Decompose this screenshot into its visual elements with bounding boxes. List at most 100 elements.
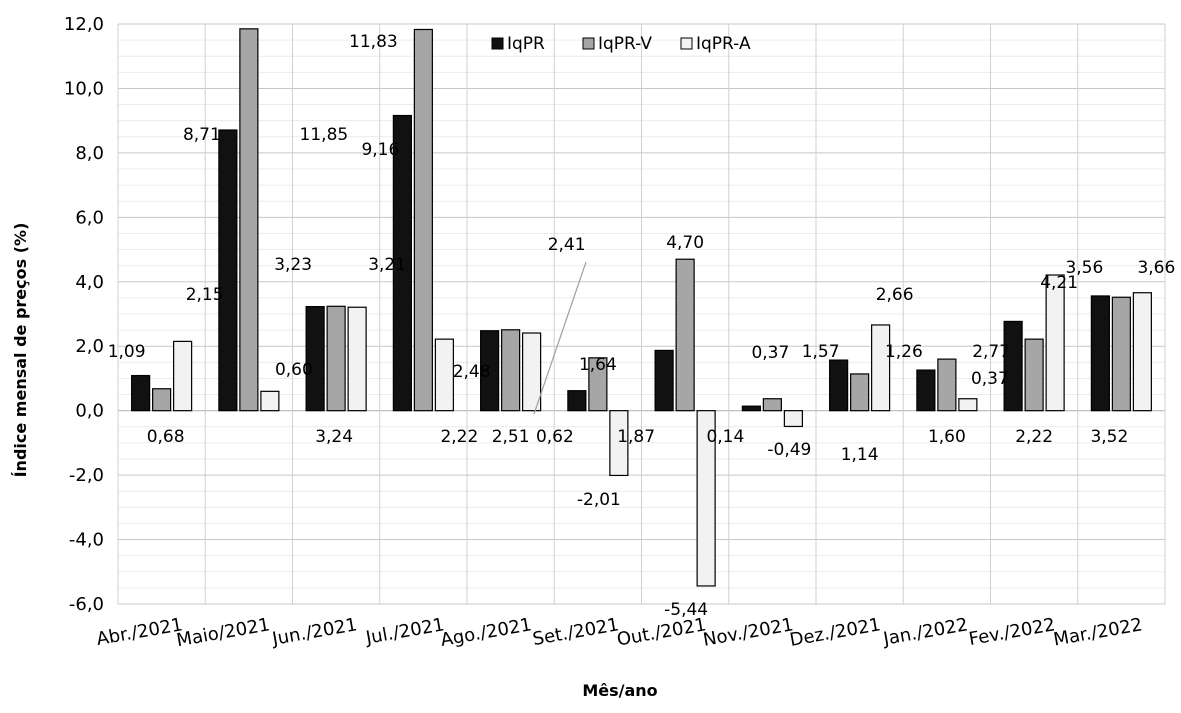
data-label-iqpr-a: 2,41 — [548, 235, 586, 255]
bar-iqpr — [218, 129, 238, 412]
data-label-iqpr: 1,87 — [617, 427, 655, 447]
legend-label-iqpr-a: IqPR-A — [696, 34, 751, 54]
bar-iqpr-v — [762, 398, 782, 412]
y-tick-label: 4,0 — [75, 272, 104, 293]
data-labels: 1,09 0,68 2,15 8,71 11,85 0,60 3,23 3,24 3,21 9,1… — [108, 32, 1176, 620]
bar-iqpr-a — [173, 340, 193, 412]
bar-iqpr-v — [588, 357, 608, 412]
bar-iqpr — [654, 349, 674, 412]
bar-iqpr-a — [522, 332, 542, 412]
y-tick-label: 6,0 — [75, 207, 104, 228]
bar-iqpr-v — [1024, 338, 1044, 412]
data-label-iqpr-v: 1,14 — [841, 445, 879, 465]
data-label-iqpr-v: 11,83 — [349, 32, 398, 52]
y-tick-label: 2,0 — [75, 336, 104, 357]
data-label-iqpr-a: 0,37 — [971, 369, 1009, 389]
data-label-iqpr: 1,26 — [885, 342, 923, 362]
data-label-iqpr: 2,77 — [972, 342, 1010, 362]
bar-iqpr-a — [1132, 292, 1152, 412]
data-label-iqpr-a: 2,66 — [876, 285, 914, 305]
bars — [131, 28, 1152, 587]
y-tick-label: 12,0 — [64, 14, 104, 35]
y-tick-label: -4,0 — [69, 530, 104, 551]
legend-swatch-iqpr-v — [582, 37, 595, 50]
x-tick-label: Dez./2021 — [788, 614, 882, 651]
legend-label-iqpr-v: IqPR-V — [598, 34, 652, 54]
data-label-iqpr-v: 1,60 — [928, 427, 966, 447]
bar-iqpr-a — [958, 398, 978, 412]
category-separators — [117, 24, 1166, 604]
bar-iqpr — [1003, 320, 1023, 412]
bar-iqpr-a — [1045, 274, 1065, 412]
data-label-iqpr-v: 1,64 — [579, 355, 617, 375]
data-label-iqpr: 8,71 — [183, 125, 221, 145]
bar-iqpr-v — [1111, 296, 1131, 412]
bar-iqpr-v — [937, 358, 957, 412]
data-label-iqpr-a: 2,15 — [186, 285, 224, 305]
data-label-iqpr: 3,23 — [274, 255, 312, 275]
legend-swatch-iqpr-a — [680, 37, 693, 50]
data-label-iqpr: 3,56 — [1065, 258, 1103, 278]
bar-iqpr — [480, 330, 500, 412]
bar-iqpr — [1090, 295, 1110, 412]
y-axis-ticks: -6,0 -4,0 -2,0 0,0 2,0 4,0 6,0 8,0 10,0 12,0 — [64, 14, 104, 615]
data-label-iqpr-a: -0,49 — [767, 440, 811, 460]
bar-iqpr-v — [850, 373, 870, 412]
data-label-iqpr-v: 11,85 — [300, 125, 349, 145]
bar-iqpr-a — [871, 324, 891, 412]
data-label-iqpr-v: 0,37 — [751, 343, 789, 363]
bar-iqpr-v — [675, 258, 695, 412]
x-tick-label: Jun./2021 — [270, 614, 359, 650]
x-tick-label: Jul./2021 — [363, 614, 446, 649]
data-label-iqpr-a: -5,44 — [664, 600, 708, 620]
bar-iqpr — [741, 405, 761, 412]
bar-iqpr-a — [696, 410, 716, 587]
y-tick-label: 0,0 — [75, 401, 104, 422]
bar-iqpr-v — [239, 28, 259, 412]
legend: IqPR IqPR-V IqPR-A — [491, 34, 751, 54]
leader-line — [533, 261, 587, 415]
y-tick-label: 10,0 — [64, 78, 104, 99]
bar-iqpr-a — [347, 306, 367, 412]
bar-iqpr — [392, 114, 412, 412]
y-tick-label: -2,0 — [69, 465, 104, 486]
bar-iqpr-a — [260, 390, 280, 412]
x-tick-label: Ago./2021 — [439, 614, 533, 651]
data-label-iqpr-v: 4,70 — [666, 233, 704, 253]
bar-iqpr-a — [609, 410, 629, 477]
data-label-iqpr-v: 0,68 — [147, 427, 185, 447]
data-label-iqpr: 2,48 — [453, 362, 491, 382]
data-label-iqpr-v: 3,52 — [1090, 427, 1128, 447]
bar-iqpr-v — [326, 305, 346, 412]
bar-iqpr-v — [413, 28, 433, 412]
data-label-iqpr: 9,16 — [361, 140, 399, 160]
bar-iqpr-a — [434, 338, 454, 412]
data-label-iqpr-a: 3,21 — [368, 255, 406, 275]
data-label-iqpr-a: -2,01 — [577, 490, 621, 510]
data-label-iqpr-a: 0,60 — [275, 360, 313, 380]
bar-iqpr-v — [501, 329, 521, 412]
data-label-iqpr-a: 2,22 — [440, 427, 478, 447]
data-label-iqpr: 0,14 — [706, 427, 744, 447]
data-label-iqpr-a: 3,66 — [1137, 258, 1175, 278]
legend-swatch-iqpr — [491, 37, 504, 50]
x-tick-label: Maio/2021 — [175, 614, 272, 651]
bar-iqpr-a — [783, 410, 803, 428]
bar-iqpr — [829, 359, 849, 412]
x-tick-label: Nov./2021 — [701, 614, 795, 651]
bar-iqpr — [305, 305, 325, 412]
bar-iqpr-v — [152, 388, 172, 412]
data-label-iqpr: 1,09 — [108, 342, 146, 362]
x-tick-label: Mar./2022 — [1052, 614, 1144, 650]
data-label-iqpr: 1,57 — [802, 342, 840, 362]
data-label-iqpr-v: 3,24 — [315, 427, 353, 447]
x-axis-title: Mês/ano — [582, 681, 657, 700]
x-tick-label: Abr./2021 — [95, 614, 184, 650]
x-tick-label: Jan./2022 — [881, 614, 970, 650]
legend-label-iqpr: IqPR — [507, 34, 545, 54]
data-label-iqpr: 0,62 — [536, 427, 574, 447]
data-label-iqpr-v: 2,22 — [1015, 427, 1053, 447]
